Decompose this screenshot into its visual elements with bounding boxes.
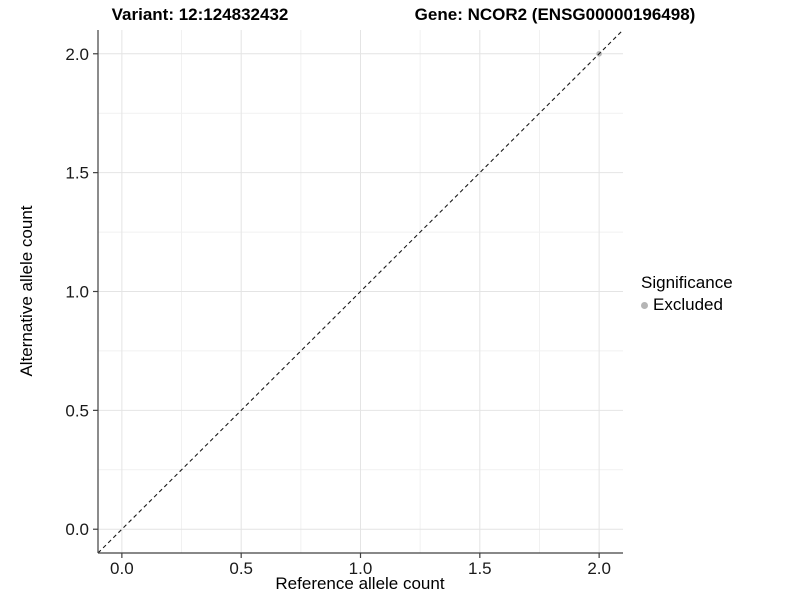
y-tick-label: 2.0 [65, 45, 89, 64]
identity-reference-line [97, 29, 624, 554]
excluded-point-icon [641, 301, 648, 309]
legend-title: Significance [641, 273, 733, 292]
y-axis-title: Alternative allele count [17, 205, 36, 377]
legend: Significance Excluded [641, 273, 733, 315]
x-tick-label: 0.5 [229, 559, 253, 578]
y-tick-label: 0.0 [65, 520, 89, 539]
gene-title: Gene: NCOR2 (ENSG00000196498) [414, 5, 696, 24]
legend-item-excluded: Excluded [641, 295, 733, 315]
x-tick-label: 2.0 [587, 559, 611, 578]
x-tick-label: 0.0 [110, 559, 134, 578]
x-tick-label: 1.5 [468, 559, 492, 578]
legend-item-label: Excluded [653, 295, 723, 314]
y-tick-label: 1.5 [65, 164, 89, 183]
variant-title: Variant: 12:124832432 [111, 5, 289, 24]
y-tick-label: 0.5 [65, 401, 89, 420]
x-tick-label: 1.0 [349, 559, 373, 578]
x-axis-title: Reference allele count [275, 574, 445, 593]
y-tick-label: 1.0 [65, 283, 89, 302]
